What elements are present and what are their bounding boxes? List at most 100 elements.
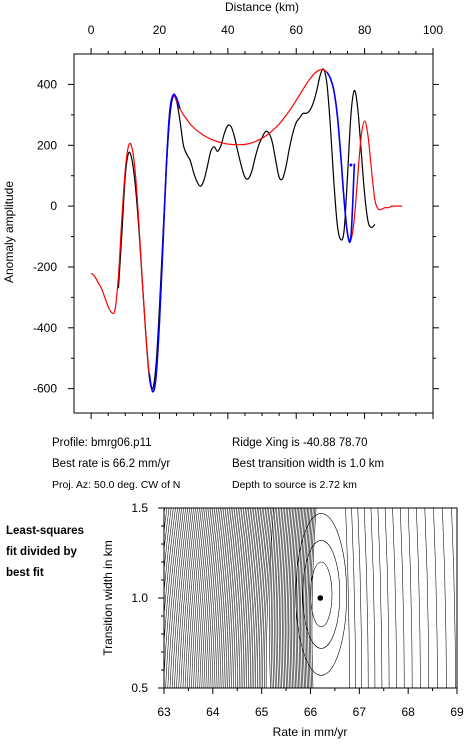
- contour-line: [442, 508, 447, 688]
- contour-line: [283, 508, 289, 688]
- contour-line: [291, 508, 296, 688]
- contour-line: [285, 508, 290, 688]
- contour-line: [357, 508, 363, 688]
- contour-line: [304, 508, 310, 688]
- contour-line: [238, 508, 250, 688]
- contour-line: [270, 508, 276, 688]
- bottom-x-tick-label: 65: [255, 705, 269, 719]
- top-y-tick-label: -200: [33, 260, 57, 274]
- fit-window-line-right: [326, 71, 356, 244]
- contour-line: [249, 508, 260, 688]
- contour-line: [205, 508, 219, 688]
- contour-line: [211, 508, 225, 688]
- contour-line: [251, 508, 262, 688]
- top-plot-frame: [73, 53, 434, 414]
- contour-line: [298, 508, 304, 688]
- bottom-x-tick-label: 68: [401, 705, 415, 719]
- contour-line: [191, 508, 206, 688]
- top-x-tick-label: 0: [88, 23, 95, 37]
- contour-line: [294, 508, 300, 688]
- contour-line: [300, 508, 305, 688]
- depth-text: Depth to source is 2.72 km: [232, 479, 357, 491]
- contour-line: [231, 508, 243, 688]
- contour-line: [275, 508, 281, 688]
- contour-line: [301, 508, 307, 688]
- closed-contour: [302, 540, 341, 649]
- top-x-tick-label: 60: [290, 23, 304, 37]
- contour-line: [286, 508, 292, 688]
- contour-line: [370, 508, 376, 688]
- contour-line: [176, 508, 192, 688]
- contour-line: [219, 508, 232, 688]
- contour-line: [244, 508, 255, 688]
- fit-marker: [349, 163, 353, 167]
- projection-azimuth-text: Proj. Az: 50.0 deg. CW of N: [52, 479, 181, 491]
- contour-line: [424, 508, 430, 688]
- contour-line: [184, 508, 200, 688]
- contour-line: [197, 508, 212, 688]
- contour-line: [174, 508, 190, 688]
- contour-line: [164, 508, 170, 553]
- bottom-x-tick-label: 63: [157, 705, 171, 719]
- contour-line: [164, 508, 168, 534]
- contour-line: [289, 508, 295, 688]
- contour-line: [451, 508, 456, 688]
- contour-line: [288, 508, 293, 688]
- top-y-axis-label: Anomaly amplitude: [2, 181, 16, 283]
- contour-line: [246, 508, 257, 688]
- observed-anomaly-line: [117, 68, 376, 390]
- top-y-tick-label: -400: [33, 321, 57, 335]
- contour-line: [203, 508, 217, 688]
- best-width-text: Best transition width is 1.0 km: [232, 458, 385, 470]
- bottom-x-axis-label: Rate in mm/yr: [273, 725, 348, 739]
- top-y-tick-label: -600: [33, 382, 57, 396]
- contour-line: [295, 508, 301, 688]
- contour-line: [399, 508, 405, 688]
- side-caption-line-2: fit divided by: [6, 546, 77, 558]
- contour-line: [277, 508, 282, 688]
- contour-line: [280, 508, 286, 688]
- best-fit-point: [317, 595, 324, 601]
- side-caption-line-1: Least-squares: [6, 525, 84, 537]
- contour-line: [227, 508, 239, 688]
- contour-line: [311, 508, 317, 688]
- top-x-tick-label: 20: [153, 23, 167, 37]
- contour-line: [377, 508, 383, 688]
- contour-line: [186, 508, 202, 688]
- contour-line: [195, 508, 210, 688]
- contour-line: [433, 508, 438, 688]
- contour-line: [236, 508, 248, 688]
- contour-line: [171, 508, 188, 688]
- contour-line: [384, 508, 390, 688]
- contour-line: [248, 508, 258, 688]
- bottom-x-tick-label: 66: [304, 705, 318, 719]
- contour-line: [169, 508, 186, 688]
- contour-line: [257, 508, 266, 688]
- contour-line: [297, 508, 302, 688]
- top-x-axis-label: Distance (km): [225, 0, 299, 14]
- contour-line: [165, 508, 182, 688]
- side-caption: Least-squares fit divided by best fit: [6, 521, 84, 584]
- top-x-tick-label: 100: [423, 23, 443, 37]
- contour-line: [363, 508, 369, 688]
- contour-line: [461, 499, 465, 697]
- best-rate-text: Best rate is 66.2 mm/yr: [52, 458, 171, 470]
- contour-line: [221, 508, 234, 688]
- contour-line: [351, 508, 356, 688]
- top-x-tick-label: 80: [358, 23, 372, 37]
- contour-line: [255, 508, 265, 688]
- contour-line: [253, 508, 263, 688]
- contour-line: [278, 508, 284, 688]
- contour-line: [258, 508, 268, 688]
- contour-line: [193, 508, 208, 688]
- contour-line: [164, 508, 174, 595]
- contour-line: [282, 508, 287, 688]
- bottom-x-tick-label: 67: [353, 705, 367, 719]
- contour-line: [242, 508, 253, 688]
- top-x-tick-label: 40: [221, 23, 235, 37]
- contour-line: [213, 508, 227, 688]
- contour-line: [182, 508, 198, 688]
- contour-line: [209, 508, 223, 688]
- contour-line: [217, 508, 230, 688]
